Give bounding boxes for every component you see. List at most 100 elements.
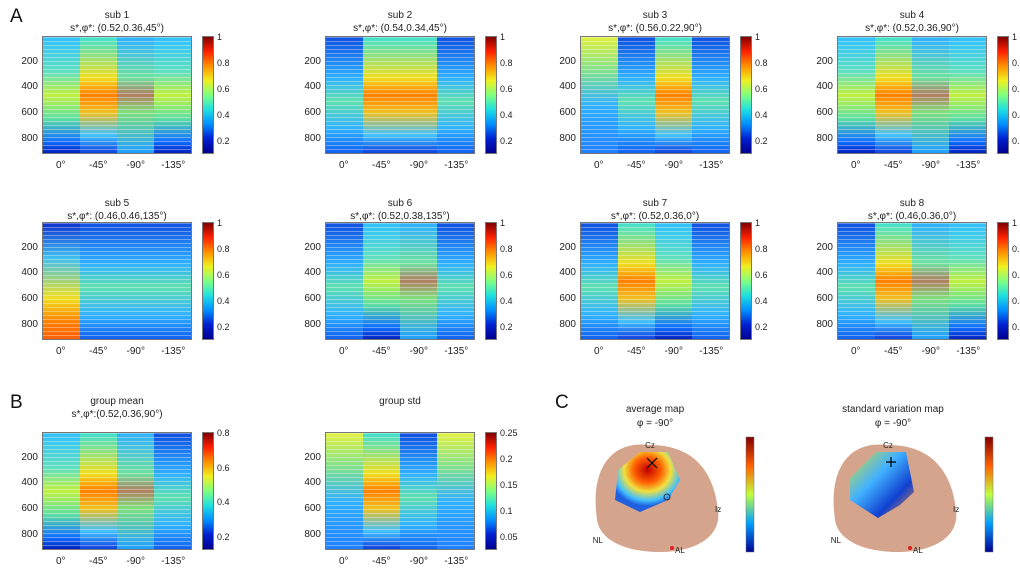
colorbar-tick-label: 1 bbox=[1012, 32, 1018, 42]
colorbar-tick-label: 0.6 bbox=[1012, 84, 1020, 94]
colorbar-tick-label: 1 bbox=[500, 218, 506, 228]
x-tick-label: -45° bbox=[372, 160, 391, 171]
x-tick-label: -135° bbox=[699, 346, 724, 357]
x-tick-label: -45° bbox=[627, 346, 646, 357]
heatmap-column bbox=[117, 433, 154, 549]
heatmap-column bbox=[655, 223, 692, 339]
heatmap-column bbox=[363, 37, 400, 153]
plot-title: group mean bbox=[90, 396, 144, 407]
plot-title: sub 2 bbox=[387, 10, 413, 21]
colorbar-tick-label: 0.8 bbox=[217, 244, 230, 254]
colorbar-tick-label: 0.2 bbox=[500, 136, 513, 146]
x-tick-label: -135° bbox=[161, 160, 186, 171]
heatmap-column bbox=[43, 37, 80, 153]
heatmap-column bbox=[363, 433, 400, 549]
map-title: standard variation map bbox=[842, 404, 944, 415]
y-tick-label: 200 bbox=[559, 241, 576, 253]
colorbar-tick-label: 0.8 bbox=[500, 244, 513, 254]
x-tick-label: -90° bbox=[921, 346, 940, 357]
heatmap-column bbox=[400, 223, 437, 339]
colorbar-tick-label: 0.4 bbox=[755, 296, 768, 306]
x-tick-label: 0° bbox=[55, 346, 66, 357]
heatmap-column bbox=[326, 37, 363, 153]
y-tick-label: 400 bbox=[559, 81, 576, 93]
heatmap-column bbox=[400, 433, 437, 549]
heatmap-column bbox=[117, 37, 154, 153]
plot-subtitle: s*,φ*: (0.54,0.34,45°) bbox=[353, 23, 447, 34]
y-tick-label: 200 bbox=[304, 55, 321, 67]
x-tick-label: 0° bbox=[55, 556, 66, 567]
heatmap bbox=[837, 222, 987, 340]
x-tick-label: -135° bbox=[956, 346, 981, 357]
panel-label: B bbox=[10, 392, 23, 413]
x-tick-label: 0° bbox=[55, 160, 66, 171]
plot-title: sub 8 bbox=[899, 198, 925, 209]
plot-title: group std bbox=[379, 396, 421, 407]
heatmap bbox=[42, 36, 192, 154]
colorbar-tick-label: 1 bbox=[755, 32, 761, 42]
y-tick-label: 400 bbox=[304, 81, 321, 93]
x-tick-label: 0° bbox=[593, 160, 604, 171]
colorbar-tick-label: 0.2 bbox=[217, 532, 230, 542]
x-tick-label: -135° bbox=[444, 556, 469, 567]
x-tick-label: -45° bbox=[372, 556, 391, 567]
plot-title: sub 4 bbox=[899, 10, 925, 21]
heatmap-column bbox=[618, 223, 655, 339]
x-tick-label: 0° bbox=[850, 160, 861, 171]
y-tick-label: 600 bbox=[21, 502, 38, 514]
heatmap bbox=[837, 36, 987, 154]
heatmap bbox=[325, 432, 475, 550]
electrode-label: NL bbox=[830, 536, 841, 545]
colorbar-tick-label: 0.8 bbox=[217, 58, 230, 68]
colorbar-tick-label: 0.2 bbox=[1012, 136, 1020, 146]
y-tick-label: 600 bbox=[559, 106, 576, 118]
x-tick-label: -90° bbox=[409, 160, 428, 171]
electrode-label: Cz bbox=[883, 441, 893, 450]
colorbar-tick-label: 0.2 bbox=[217, 136, 230, 146]
y-tick-label: 800 bbox=[304, 528, 321, 540]
heatmap-column bbox=[949, 37, 986, 153]
colorbar-tick-label: 0.4 bbox=[217, 110, 230, 120]
electrode-label: NL bbox=[592, 536, 603, 545]
colorbar-tick-label: 1 bbox=[755, 218, 761, 228]
colorbar-tick-label: 0.6 bbox=[755, 270, 768, 280]
heatmap-column bbox=[838, 223, 875, 339]
colorbar-tick-label: 0.1 bbox=[500, 506, 513, 516]
x-tick-label: -90° bbox=[664, 160, 683, 171]
colorbar-tick-label: 1 bbox=[500, 32, 506, 42]
plot-subtitle: s*,φ*: (0.46,0.36,0°) bbox=[867, 211, 957, 222]
y-tick-label: 400 bbox=[816, 267, 833, 279]
x-tick-label: -45° bbox=[884, 346, 903, 357]
x-tick-label: -135° bbox=[161, 556, 186, 567]
x-tick-label: -45° bbox=[884, 160, 903, 171]
y-tick-label: 600 bbox=[816, 292, 833, 304]
x-tick-label: -90° bbox=[409, 346, 428, 357]
y-tick-label: 800 bbox=[559, 132, 576, 144]
colorbar-tick-label: 0.8 bbox=[755, 244, 768, 254]
x-tick-label: -90° bbox=[126, 556, 145, 567]
x-tick-label: 0° bbox=[338, 556, 349, 567]
heatmap-column bbox=[117, 223, 154, 339]
colorbar bbox=[202, 222, 214, 340]
panel-label: C bbox=[555, 392, 569, 413]
colorbar bbox=[485, 222, 497, 340]
plot-title: sub 5 bbox=[104, 198, 130, 209]
heatmap bbox=[325, 222, 475, 340]
heatmap-column bbox=[326, 223, 363, 339]
colorbar-tick-label: 0.25 bbox=[500, 428, 518, 438]
colorbar-tick-label: 0.8 bbox=[500, 58, 513, 68]
heatmap-column bbox=[581, 223, 618, 339]
y-tick-label: 600 bbox=[816, 106, 833, 118]
colorbar bbox=[485, 432, 497, 550]
x-tick-label: -135° bbox=[956, 160, 981, 171]
x-tick-label: 0° bbox=[338, 160, 349, 171]
x-tick-label: 0° bbox=[593, 346, 604, 357]
colorbar-tick-label: 1 bbox=[217, 218, 223, 228]
x-tick-label: -135° bbox=[699, 160, 724, 171]
colorbar-tick-label: 0.8 bbox=[755, 58, 768, 68]
heatmap-column bbox=[875, 37, 912, 153]
y-tick-label: 600 bbox=[304, 502, 321, 514]
heatmap-column bbox=[655, 37, 692, 153]
heatmap-column bbox=[43, 433, 80, 549]
